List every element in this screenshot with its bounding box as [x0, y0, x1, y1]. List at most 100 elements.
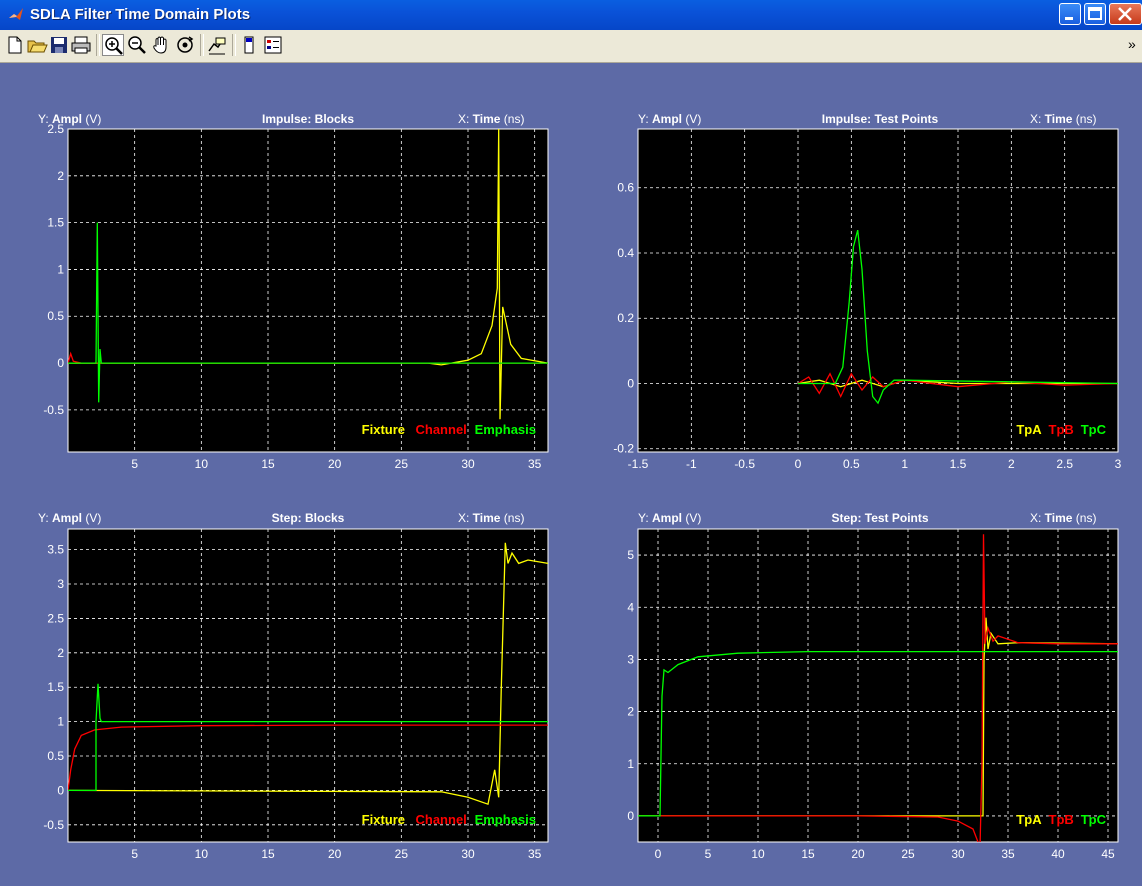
x-tick-label: 15: [261, 847, 275, 861]
x-tick-label: 20: [328, 457, 342, 471]
axes-3[interactable]: 5 10 15 20 25 30 35 -0.5 0 0.5 1 1.5 2 2.5 3 3.5 Emphasi…: [43, 528, 549, 861]
series-line-emphasis: [68, 222, 548, 403]
y-tick-label: 2.5: [47, 611, 64, 625]
legend[interactable]: Emphasis Channel Fixture: [362, 812, 536, 827]
x-tick-label: 35: [528, 847, 542, 861]
x-tick-label: -0.5: [734, 457, 755, 471]
axes-1[interactable]: 5 10 15 20 25 30 35 -0.5 0 0.5 1 1.5 2 2.5 Emphasis Cha…: [43, 122, 549, 471]
y-tick-label: 4: [627, 600, 634, 614]
zoom-out-button[interactable]: [126, 34, 148, 56]
colorbar-icon: [244, 36, 254, 54]
legend-entry: Emphasis: [475, 812, 536, 827]
x-tick-label: 45: [1101, 847, 1115, 861]
rotate-3d-button[interactable]: [174, 34, 196, 56]
x-tick-label: 25: [395, 847, 409, 861]
open-file-icon: [27, 40, 48, 53]
axes-2[interactable]: -1.5 -1 -0.5 0 0.5 1 1.5 2 2.5 3 -0.2 0 0.2 0.4 0.6 TpC…: [613, 128, 1122, 471]
legend-icon: [264, 36, 282, 54]
y-tick-label: 5: [627, 548, 634, 562]
y-tick-label: 3.5: [47, 543, 64, 557]
y-tick-label: 1: [57, 715, 64, 729]
plot-area[interactable]: [637, 128, 1119, 453]
toolbar-overflow-icon[interactable]: »: [1128, 36, 1136, 52]
print-button[interactable]: [70, 34, 92, 56]
y-tick-label: -0.2: [613, 442, 634, 456]
save-icon: [51, 37, 67, 53]
legend-entry: TpA: [1016, 812, 1042, 827]
y-tick-label: 0.5: [47, 749, 64, 763]
x-axis-label: X: Time (ns): [458, 511, 525, 525]
legend-entry: TpA: [1016, 422, 1042, 437]
save-button[interactable]: [48, 34, 70, 56]
x-tick-label: 10: [751, 847, 765, 861]
print-icon: [71, 36, 91, 54]
series-line-tpc: [798, 229, 1118, 405]
series-line-tpc: [638, 650, 1118, 817]
title-bar: SDLA Filter Time Domain Plots: [0, 0, 1142, 30]
x-tick-label: 40: [1051, 847, 1065, 861]
plot-area[interactable]: [637, 528, 1119, 843]
y-tick-label: 0: [627, 809, 634, 823]
x-tick-label: 25: [395, 457, 409, 471]
x-tick-label: 0: [795, 457, 802, 471]
y-axis-label: Y: Ampl (V): [38, 112, 102, 126]
x-tick-label: 0: [655, 847, 662, 861]
series-line-tpb: [658, 534, 1118, 842]
y-tick-label: 1: [627, 757, 634, 771]
maximize-button[interactable]: [1084, 3, 1106, 25]
legend[interactable]: Emphasis Channel Fixture: [362, 422, 536, 437]
x-tick-label: 10: [195, 847, 209, 861]
minimize-button[interactable]: [1059, 3, 1081, 25]
minimize-icon: [1065, 17, 1073, 20]
x-tick-label: 5: [705, 847, 712, 861]
legend-button[interactable]: [262, 34, 284, 56]
plot-title: Impulse: Blocks: [261, 112, 355, 126]
y-tick-label: 0: [57, 356, 64, 370]
y-tick-label: 0.2: [617, 311, 634, 325]
pan-icon: [153, 36, 167, 54]
legend-entry: TpC: [1081, 422, 1107, 437]
plot-area[interactable]: [67, 128, 549, 453]
new-file-button[interactable]: [4, 34, 26, 56]
legend[interactable]: TpC TpB TpA: [1016, 422, 1106, 437]
legend-entry: Fixture: [362, 812, 405, 827]
data-cursor-button[interactable]: [206, 34, 228, 56]
x-tick-label: 15: [801, 847, 815, 861]
x-tick-label: 20: [328, 847, 342, 861]
x-tick-label: 10: [195, 457, 209, 471]
x-tick-label: 5: [131, 457, 138, 471]
x-tick-label: 35: [1001, 847, 1015, 861]
x-tick-label: 30: [461, 847, 475, 861]
zoom-out-icon: [128, 36, 146, 54]
y-tick-label: 0.6: [617, 181, 634, 195]
x-tick-label: -1: [686, 457, 697, 471]
zoom-in-button[interactable]: [102, 34, 124, 56]
plot-title: Impulse: Test Points: [821, 112, 939, 126]
y-tick-label: 3: [627, 652, 634, 666]
colorbar-button[interactable]: [238, 34, 260, 56]
series-line-emphasis: [68, 683, 548, 792]
x-tick-label: 3: [1115, 457, 1122, 471]
x-tick-label: 15: [261, 457, 275, 471]
y-tick-label: 0: [57, 783, 64, 797]
data-cursor-icon: [208, 37, 226, 55]
legend-entry: Fixture: [362, 422, 405, 437]
x-tick-label: 1: [901, 457, 908, 471]
series-line-fixture: [68, 129, 548, 420]
legend[interactable]: TpC TpB TpA: [1016, 812, 1106, 827]
series-line-channel: [68, 724, 548, 791]
window-title: SDLA Filter Time Domain Plots: [30, 6, 251, 23]
plot-area[interactable]: [67, 528, 549, 843]
maximize-icon: [1088, 7, 1102, 20]
legend-entry: Channel: [416, 422, 467, 437]
matlab-logo-icon: [9, 8, 23, 20]
close-icon: [1118, 7, 1132, 21]
pan-button[interactable]: [150, 34, 172, 56]
open-file-button[interactable]: [26, 34, 48, 56]
x-tick-label: 20: [851, 847, 865, 861]
legend-entry: TpB: [1049, 422, 1074, 437]
y-axis-label: Y: Ampl (V): [38, 511, 102, 525]
plot-title: Step: Test Points: [831, 511, 929, 525]
